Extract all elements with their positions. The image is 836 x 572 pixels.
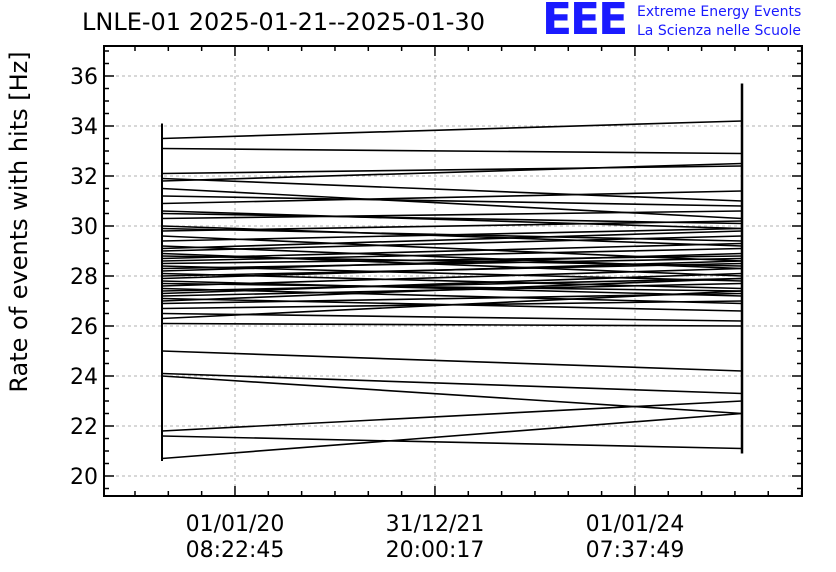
- series-segment: [161, 290, 743, 320]
- logo-caption: Extreme Energy Events La Scienza nelle S…: [637, 3, 801, 41]
- eee-logo: EEE: [542, 0, 628, 45]
- y-tick-labels: 20 22 24 26 28 30 32 34 36: [70, 65, 98, 490]
- series-segment: [161, 277, 743, 302]
- series-segment: [161, 257, 743, 270]
- series-segment: [161, 262, 743, 277]
- series-segment: [161, 177, 743, 202]
- series-segment: [161, 255, 743, 267]
- y-axis-label: Rate of events with hits [Hz]: [5, 51, 33, 393]
- series-lines: [161, 83, 744, 461]
- series-segment: [161, 312, 743, 322]
- grid-lines: [104, 46, 802, 496]
- series-segment: [161, 372, 743, 395]
- y-tick-label: 28: [70, 265, 98, 290]
- series-segment: [161, 287, 743, 305]
- series-segment: [161, 212, 743, 225]
- series-segment: [161, 230, 743, 250]
- y-tick-label: 22: [70, 415, 98, 440]
- series-segment: [161, 412, 743, 460]
- logo-line-2: La Scienza nelle Scuole: [637, 23, 802, 39]
- series-segment: [161, 162, 743, 182]
- series-segment: [161, 165, 743, 175]
- series-segment: [161, 272, 743, 295]
- series-segment: [161, 210, 743, 220]
- y-tick-label: 30: [70, 215, 98, 240]
- series-segment: [161, 350, 743, 372]
- series-segment: [161, 147, 743, 155]
- y-tick-label: 34: [70, 115, 98, 140]
- plot-frame: [103, 45, 803, 497]
- series-segment: [161, 255, 743, 265]
- y-tick-label: 20: [70, 465, 98, 490]
- series-segment: [161, 187, 743, 220]
- x-tick-label-date: 31/12/21: [386, 512, 485, 537]
- series-segment: [161, 435, 743, 450]
- y-tick-label: 24: [70, 365, 98, 390]
- x-tick-label-time: 20:00:17: [386, 538, 485, 563]
- y-tick-label: 26: [70, 315, 98, 340]
- series-segment: [161, 220, 743, 232]
- x-tick-label-time: 08:22:45: [186, 538, 285, 563]
- series-segment: [161, 120, 743, 140]
- series-segment: [161, 375, 743, 415]
- x-tick-label-date: 01/01/24: [586, 512, 685, 537]
- series-segment: [161, 247, 743, 262]
- logo-line-1: Extreme Energy Events: [637, 4, 802, 20]
- series-segment: [161, 210, 743, 230]
- chart-title: LNLE-01 2025-01-21--2025-01-30: [82, 8, 485, 36]
- series-segment: [161, 190, 743, 205]
- y-tick-label: 32: [70, 165, 98, 190]
- series-segment: [161, 400, 743, 432]
- series-segment: [161, 242, 743, 260]
- series-segment: [161, 227, 743, 242]
- x-tick-label-date: 01/01/20: [186, 512, 285, 537]
- y-tick-label: 36: [70, 65, 98, 90]
- series-segment: [161, 282, 743, 292]
- series-segment: [161, 195, 743, 207]
- series-segment: [161, 322, 743, 327]
- series-segment: [161, 267, 743, 287]
- series-segment: [161, 277, 743, 292]
- x-tick-label-time: 07:37:49: [586, 538, 685, 563]
- series-segment: [161, 252, 743, 272]
